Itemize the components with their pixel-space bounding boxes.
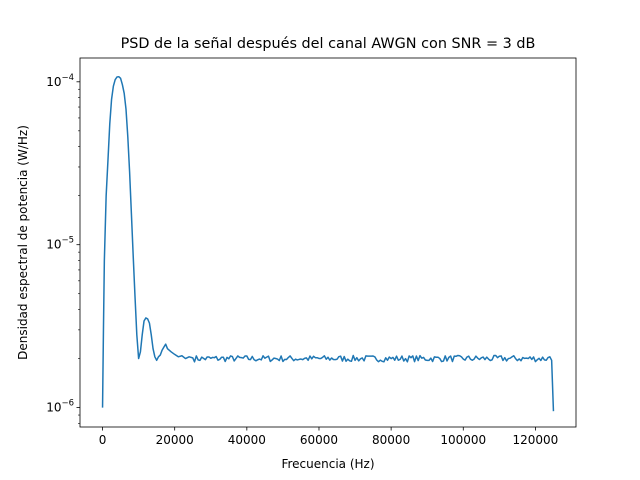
y-tick-label: 10−5 bbox=[46, 236, 74, 252]
y-tick-label-base: 10 bbox=[46, 75, 61, 89]
psd-series-line bbox=[101, 75, 555, 412]
y-tick-label-base: 10 bbox=[46, 401, 61, 415]
x-tick-label: 80000 bbox=[372, 433, 410, 447]
y-axis-ticks: 10−610−510−4 bbox=[46, 73, 80, 424]
y-tick-label: 10−4 bbox=[46, 73, 74, 89]
x-tick-label: 100000 bbox=[440, 433, 486, 447]
y-tick-label-exponent: −5 bbox=[61, 236, 74, 246]
y-tick-label-exponent: −6 bbox=[61, 399, 74, 409]
x-axis-label: Frecuencia (Hz) bbox=[281, 457, 374, 471]
y-tick-label: 10−6 bbox=[46, 399, 74, 415]
plot-area bbox=[101, 75, 555, 412]
x-tick-label: 120000 bbox=[513, 433, 559, 447]
y-tick-label-base: 10 bbox=[46, 238, 61, 252]
x-axis-ticks: 0 20000 40000 60000 80000 100000 120000 bbox=[99, 427, 559, 447]
chart-title: PSD de la señal después del canal AWGN c… bbox=[121, 36, 536, 52]
y-axis-label: Densidad espectral de potencia (W/Hz) bbox=[16, 125, 30, 360]
y-tick-label-exponent: −4 bbox=[61, 73, 74, 83]
axes-frame bbox=[79, 57, 577, 428]
x-tick-label: 0 bbox=[99, 433, 107, 447]
x-tick-label: 60000 bbox=[300, 433, 338, 447]
x-tick-label: 20000 bbox=[156, 433, 194, 447]
x-tick-label: 40000 bbox=[228, 433, 266, 447]
